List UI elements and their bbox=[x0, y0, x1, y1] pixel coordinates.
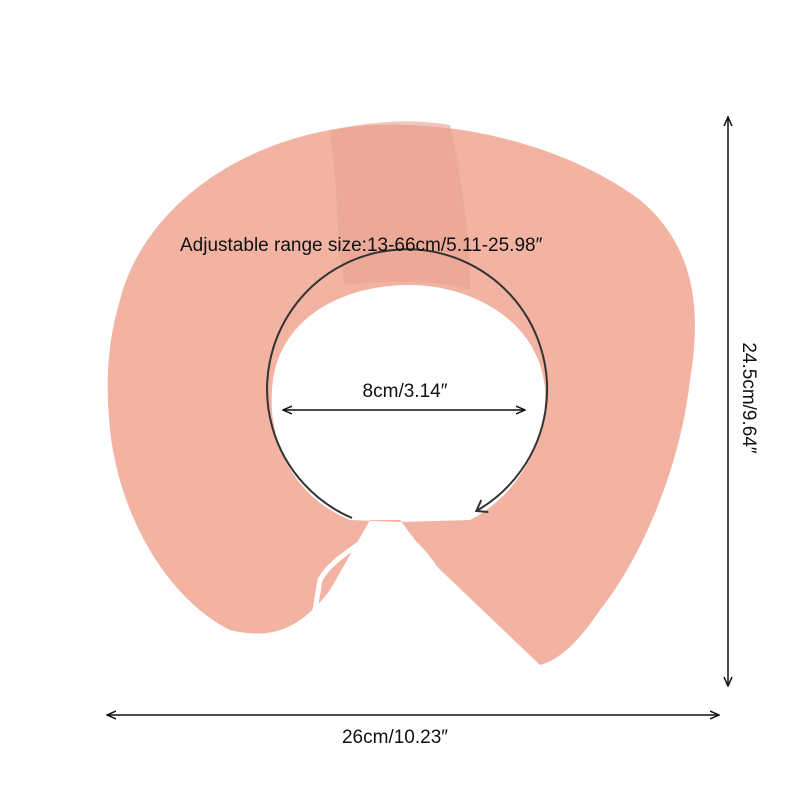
collar-shade bbox=[330, 121, 470, 290]
height-label: 24.5cm/9.64″ bbox=[738, 342, 759, 454]
circular-arrow bbox=[266, 248, 549, 519]
inner-label: 8cm/3.14″ bbox=[363, 381, 448, 402]
drawstring bbox=[307, 523, 443, 641]
collar bbox=[107, 124, 695, 666]
width-label: 26cm/10.23″ bbox=[342, 727, 448, 748]
range-label: Adjustable range size:13-66cm/5.11-25.98… bbox=[180, 235, 543, 256]
